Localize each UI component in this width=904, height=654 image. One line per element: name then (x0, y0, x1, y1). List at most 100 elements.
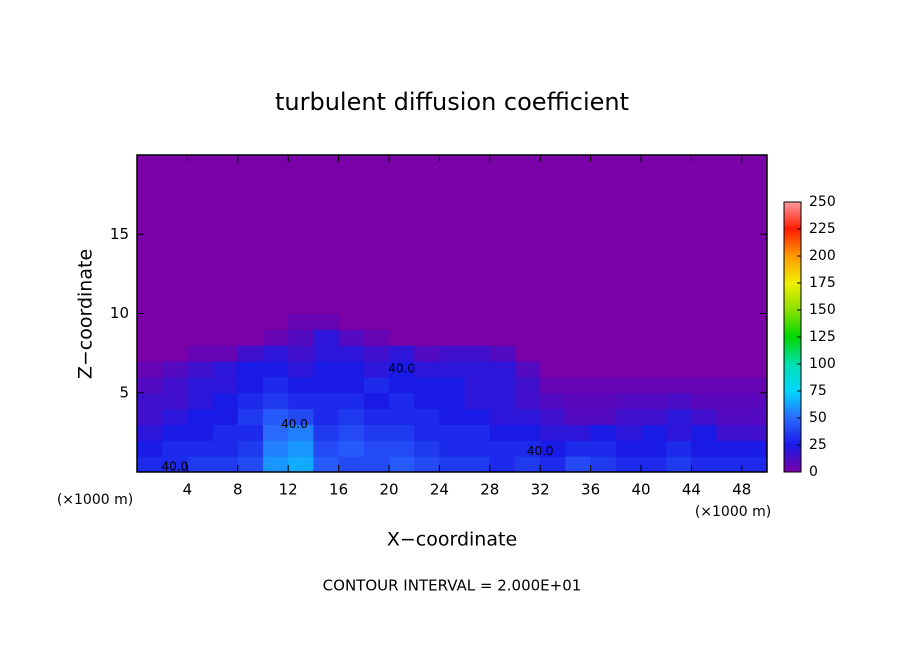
heat-cell (338, 456, 365, 473)
heat-cell (464, 456, 491, 473)
heat-cell (641, 408, 667, 425)
heat-cell (187, 456, 214, 473)
heat-cell (590, 440, 617, 457)
heat-cell (565, 408, 592, 425)
heat-cell (414, 345, 440, 362)
heat-cell (363, 456, 390, 473)
heat-cell (464, 361, 491, 378)
heat-cell (439, 345, 466, 362)
colorbar-tick-label: 200 (809, 248, 836, 264)
heat-cell (137, 408, 163, 425)
heat-cell (288, 392, 314, 410)
heat-cell (263, 392, 289, 410)
heat-cell (565, 361, 592, 378)
heat-cell (590, 361, 617, 378)
heat-cell (137, 313, 163, 330)
footer-note: CONTOUR INTERVAL = 2.000E+01 (323, 577, 582, 595)
heat-cell (137, 329, 163, 346)
heat-cell (162, 424, 188, 441)
heat-cell (162, 155, 188, 314)
heat-cell (389, 440, 415, 457)
heat-cell (641, 155, 667, 314)
heat-cell (338, 361, 365, 378)
heat-cell (615, 361, 642, 378)
heat-cell (741, 440, 768, 457)
heat-cell (666, 361, 692, 378)
heat-cell (464, 376, 491, 394)
heat-cell (691, 376, 718, 394)
heat-cell (439, 313, 466, 330)
y-axis-label: Z−coordinate (75, 249, 97, 379)
heat-cell (641, 329, 667, 346)
heat-cell (691, 440, 718, 457)
heat-cell (615, 392, 642, 410)
heat-cell (464, 345, 491, 362)
heat-cell (691, 313, 718, 330)
heat-cell (615, 440, 642, 457)
heat-cell (489, 440, 516, 457)
heat-cell (162, 329, 188, 346)
heat-cell (540, 408, 566, 425)
heat-cell (515, 376, 541, 394)
heat-cell (515, 361, 541, 378)
heat-cell (565, 440, 592, 457)
heat-cell (237, 376, 264, 394)
heat-cell (137, 424, 163, 441)
heat-cell (162, 440, 188, 457)
heat-cell (313, 329, 340, 346)
heat-cell (716, 424, 743, 441)
heat-cell (590, 392, 617, 410)
heat-cell (540, 361, 566, 378)
heat-cell (363, 424, 390, 441)
heat-cell (540, 376, 566, 394)
heat-cell (489, 361, 516, 378)
heat-cell (464, 440, 491, 457)
heat-cell (540, 155, 566, 314)
heat-cell (237, 456, 264, 473)
heat-cell (489, 376, 516, 394)
heat-cell (464, 408, 491, 425)
heat-cell (162, 376, 188, 394)
heat-cell (666, 440, 692, 457)
heat-cell (615, 313, 642, 330)
heat-cell (263, 408, 289, 425)
heat-cell (288, 440, 314, 457)
heat-cell (237, 408, 264, 425)
heat-cell (540, 392, 566, 410)
x-tick-label: 48 (732, 481, 751, 499)
heat-cell (212, 345, 239, 362)
heat-cell (515, 408, 541, 425)
heat-cell (338, 155, 365, 314)
heat-cell (363, 361, 390, 378)
heat-cell (313, 424, 340, 441)
heat-cell (515, 155, 541, 314)
colorbar-tick-label: 25 (809, 437, 827, 453)
contour-label: 40.0 (527, 444, 554, 458)
heat-cell (540, 313, 566, 330)
y-unit: (×1000 m) (57, 492, 133, 508)
heat-cell (464, 313, 491, 330)
heat-cell (691, 392, 718, 410)
contour-label: 40.0 (388, 361, 415, 375)
heat-cell (489, 155, 516, 314)
heat-cell (263, 361, 289, 378)
heat-cell (263, 424, 289, 441)
heat-cell (363, 392, 390, 410)
heat-cell (691, 424, 718, 441)
heat-cell (741, 345, 768, 362)
heat-cell (691, 345, 718, 362)
heat-cell (666, 408, 692, 425)
heat-cell (338, 440, 365, 457)
colorbar-tick-label: 125 (809, 329, 836, 345)
heat-cell (741, 313, 768, 330)
heat-cell (489, 424, 516, 441)
heat-cell (313, 155, 340, 314)
heat-cell (237, 313, 264, 330)
heat-cell (590, 313, 617, 330)
heat-cell (212, 329, 239, 346)
heat-cell (515, 345, 541, 362)
heat-cell (590, 329, 617, 346)
heat-cell (641, 361, 667, 378)
heat-cell (338, 392, 365, 410)
heat-cell (666, 329, 692, 346)
